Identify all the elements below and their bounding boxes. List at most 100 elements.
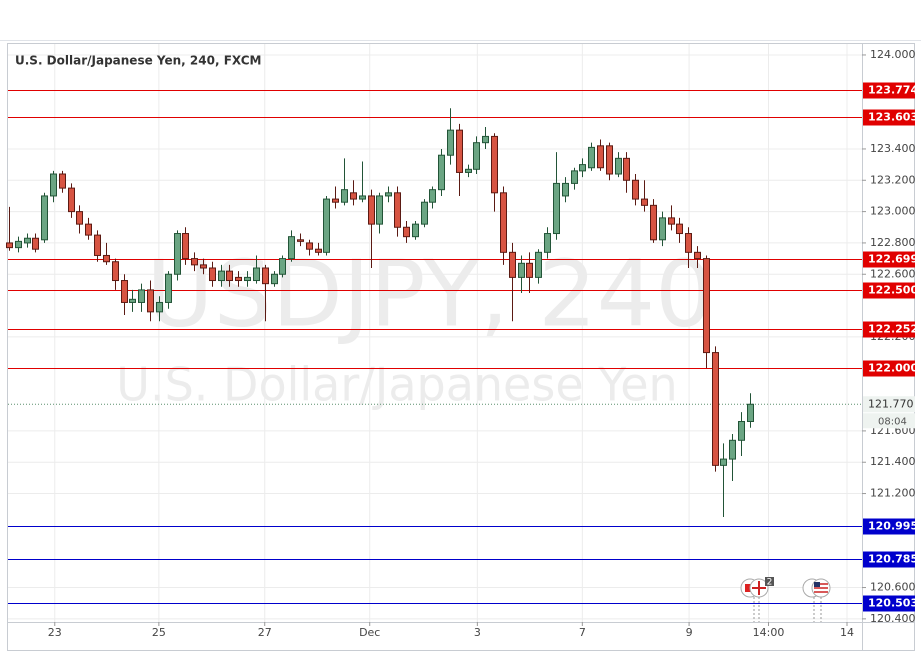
- candle-body: [32, 237, 39, 250]
- candle-body: [694, 251, 701, 260]
- candle-body: [500, 192, 507, 253]
- candle-body: [68, 187, 75, 213]
- candle-body: [720, 458, 727, 466]
- level-label: 123.603: [868, 111, 918, 124]
- candle-body: [174, 233, 181, 275]
- candle-body: [85, 223, 92, 236]
- candle-body: [323, 198, 330, 253]
- event-badge: 2: [767, 578, 773, 588]
- event-icons: 2: [740, 577, 831, 622]
- candle-body: [703, 258, 710, 354]
- candle-body: [41, 195, 48, 241]
- candle-body: [482, 135, 489, 144]
- grid-layer: [8, 44, 862, 622]
- level-label-box: [863, 595, 915, 612]
- candle-body: [350, 192, 357, 200]
- level-label-box: [863, 551, 915, 568]
- candle-body: [297, 239, 304, 242]
- candle-body: [306, 242, 313, 250]
- level-label-box: [863, 321, 915, 338]
- candle-body: [121, 280, 128, 303]
- candle-body: [518, 262, 525, 278]
- candle-body: [606, 145, 613, 175]
- candle-body: [59, 173, 66, 189]
- y-tick-label: 123.200: [870, 173, 916, 186]
- candle-body: [262, 267, 269, 285]
- level-label: 120.503: [868, 597, 918, 610]
- candle-body: [129, 298, 136, 303]
- candle-body: [315, 248, 322, 253]
- candle-body: [659, 217, 666, 241]
- level-label-box: [863, 82, 915, 99]
- candle-body: [738, 421, 745, 441]
- candle-body: [200, 264, 207, 269]
- candle-body: [165, 273, 172, 303]
- x-tick-label: 9: [686, 626, 693, 639]
- x-tick-label: 14:00: [753, 626, 785, 639]
- candle-body: [279, 258, 286, 275]
- candle-body: [641, 198, 648, 206]
- event-badge-box: [765, 577, 774, 586]
- candle-body: [6, 242, 13, 249]
- x-tick-label: Dec: [359, 626, 380, 639]
- candle-body: [668, 217, 675, 225]
- y-tick-label: 124.000: [870, 48, 916, 61]
- candle-body: [15, 240, 22, 249]
- candle-body: [491, 135, 498, 194]
- candle-body: [747, 403, 754, 423]
- level-label-box: [863, 251, 915, 268]
- level-label-box: [863, 518, 915, 535]
- candle-body: [385, 192, 392, 197]
- candle-body: [579, 164, 586, 172]
- candle-body: [650, 204, 657, 241]
- watermark-subtitle: U.S. Dollar/Japanese Yen: [116, 358, 677, 412]
- x-tick-label: 23: [48, 626, 62, 639]
- candle-body: [509, 251, 516, 278]
- level-label-box: [863, 282, 915, 299]
- candle-body: [412, 223, 419, 238]
- x-tick-label: 3: [474, 626, 481, 639]
- candle-body: [571, 170, 578, 184]
- candle-body: [553, 182, 560, 235]
- x-tick-label: 25: [152, 626, 166, 639]
- candle-body: [368, 195, 375, 225]
- candle-body: [544, 233, 551, 253]
- flag-us-canton: [814, 582, 820, 587]
- candle-body: [244, 276, 251, 282]
- candle-body: [632, 179, 639, 200]
- candle-body: [456, 129, 463, 173]
- y-tick-label: 120.400: [870, 612, 916, 625]
- axis-layer: 124.000 123.400 123.200 123.000 122.800 122.6…: [48, 48, 919, 639]
- y-tick-label: 122.800: [870, 236, 916, 249]
- flag-uk: [752, 581, 766, 595]
- level-label: 123.774: [868, 84, 918, 97]
- candle-body: [615, 157, 622, 175]
- candle-body: [376, 195, 383, 225]
- candle-body: [623, 157, 630, 181]
- candle-body: [288, 236, 295, 260]
- x-tick-label: 14: [840, 626, 854, 639]
- candle-body: [465, 168, 472, 173]
- y-tick-label: 123.400: [870, 142, 916, 155]
- countdown: 08:04: [878, 416, 907, 427]
- level-label: 120.785: [868, 553, 918, 566]
- x-tick-label: 27: [258, 626, 272, 639]
- event-icon-mark: [745, 584, 752, 592]
- candle-body: [147, 289, 154, 313]
- candle-body: [421, 201, 428, 225]
- candle-body: [182, 233, 189, 260]
- candle-body: [226, 270, 233, 282]
- level-label-box: [863, 109, 915, 126]
- candle-body: [209, 267, 216, 282]
- candle-body: [235, 276, 242, 282]
- level-label: 122.000: [868, 362, 918, 375]
- x-tick-label: 7: [579, 626, 586, 639]
- y-tick-label: 120.600: [870, 581, 916, 594]
- candle-body: [271, 273, 278, 285]
- candle-body: [473, 142, 480, 170]
- candle-layer: [6, 108, 754, 518]
- countdown-box: [863, 413, 915, 429]
- level-label: 122.699: [868, 253, 918, 266]
- level-label: 120.995: [868, 520, 918, 533]
- chart-title: U.S. Dollar/Japanese Yen, 240, FXCM: [15, 54, 261, 68]
